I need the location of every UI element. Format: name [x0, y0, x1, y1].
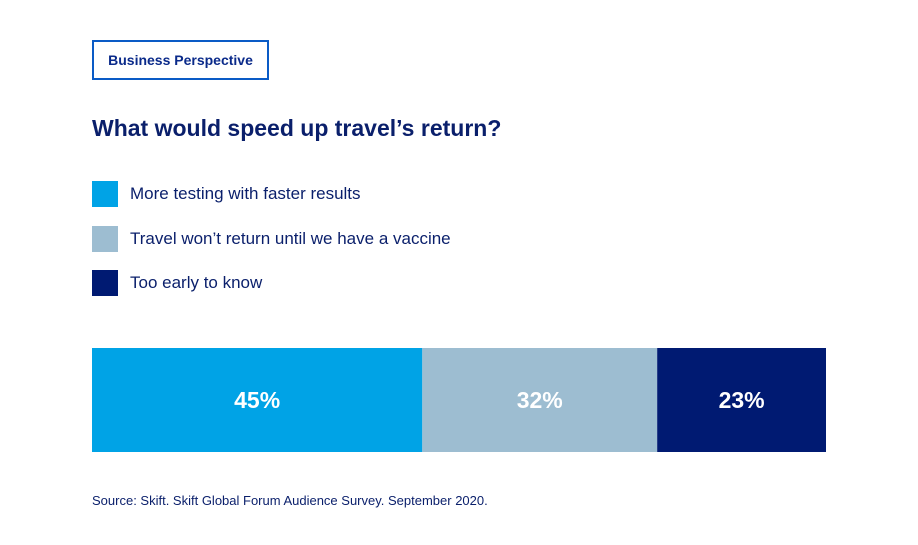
- data-label: 23%: [719, 387, 765, 413]
- chart-title: What would speed up travel’s return?: [92, 115, 502, 141]
- legend-label: Travel won’t return until we have a vacc…: [130, 228, 451, 248]
- legend: More testing with faster results Travel …: [92, 181, 451, 315]
- stacked-bar-chart: 45% 32% 23%: [92, 348, 826, 452]
- source-note: Source: Skift. Skift Global Forum Audien…: [92, 493, 488, 508]
- section-tag: Business Perspective: [92, 40, 269, 80]
- bar-segment: [657, 348, 826, 452]
- legend-item: Too early to know: [92, 270, 451, 296]
- legend-swatch: [92, 225, 118, 252]
- data-label: 32%: [517, 387, 563, 413]
- data-label: 45%: [234, 387, 280, 413]
- legend-swatch: [92, 270, 118, 296]
- bar-segment: [422, 348, 658, 452]
- legend-label: Too early to know: [130, 273, 263, 292]
- legend-item: Travel won’t return until we have a vacc…: [92, 225, 451, 252]
- bar-segment: [92, 348, 423, 452]
- legend-swatch: [92, 181, 118, 207]
- legend-label: More testing with faster results: [130, 184, 361, 203]
- legend-item: More testing with faster results: [92, 181, 451, 207]
